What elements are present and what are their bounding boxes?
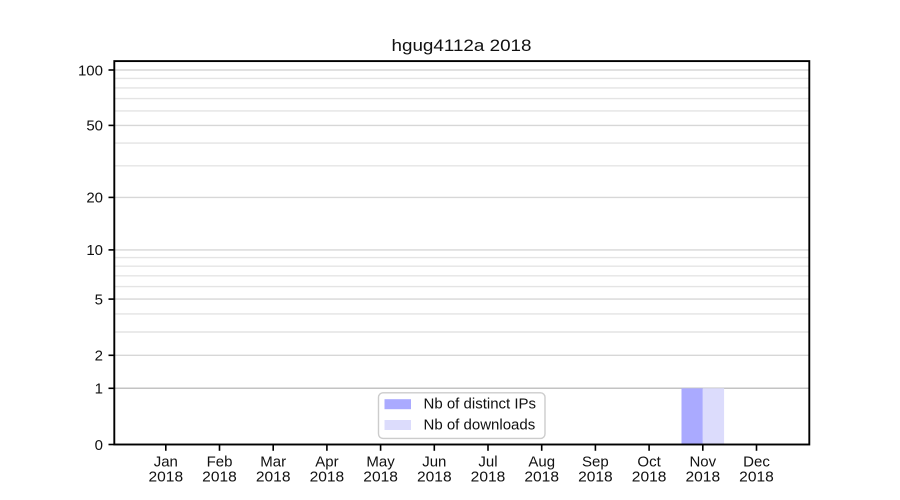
svg-text:Sep: Sep	[582, 454, 609, 471]
svg-text:2018: 2018	[256, 469, 291, 486]
svg-text:10: 10	[86, 242, 103, 259]
svg-text:50: 50	[86, 118, 103, 135]
svg-text:Jan: Jan	[154, 454, 178, 471]
svg-text:0: 0	[95, 437, 103, 454]
svg-text:2018: 2018	[524, 469, 559, 486]
svg-text:2018: 2018	[310, 469, 345, 486]
svg-text:2: 2	[95, 348, 103, 365]
svg-text:Nb of distinct IPs: Nb of distinct IPs	[424, 396, 537, 413]
svg-text:2018: 2018	[471, 469, 506, 486]
svg-text:2018: 2018	[686, 469, 721, 486]
svg-text:Aug: Aug	[528, 454, 555, 471]
svg-text:May: May	[366, 454, 395, 471]
svg-text:2018: 2018	[632, 469, 667, 486]
svg-text:Nov: Nov	[689, 454, 716, 471]
svg-text:Apr: Apr	[315, 454, 338, 471]
svg-text:2018: 2018	[149, 469, 184, 486]
svg-text:Jun: Jun	[422, 454, 446, 471]
svg-text:Dec: Dec	[743, 454, 770, 471]
svg-text:Oct: Oct	[637, 454, 661, 471]
svg-text:2018: 2018	[578, 469, 613, 486]
svg-text:5: 5	[95, 291, 103, 308]
svg-text:100: 100	[78, 62, 103, 79]
svg-text:Feb: Feb	[207, 454, 233, 471]
svg-text:1: 1	[95, 381, 103, 398]
svg-text:Nb of downloads: Nb of downloads	[424, 416, 536, 433]
svg-text:2018: 2018	[202, 469, 237, 486]
svg-text:2018: 2018	[363, 469, 398, 486]
svg-text:20: 20	[86, 190, 103, 207]
svg-text:Mar: Mar	[260, 454, 286, 471]
svg-text:Jul: Jul	[478, 454, 497, 471]
svg-text:hgug4112a 2018: hgug4112a 2018	[392, 36, 532, 55]
svg-text:2018: 2018	[739, 469, 774, 486]
svg-text:2018: 2018	[417, 469, 452, 486]
